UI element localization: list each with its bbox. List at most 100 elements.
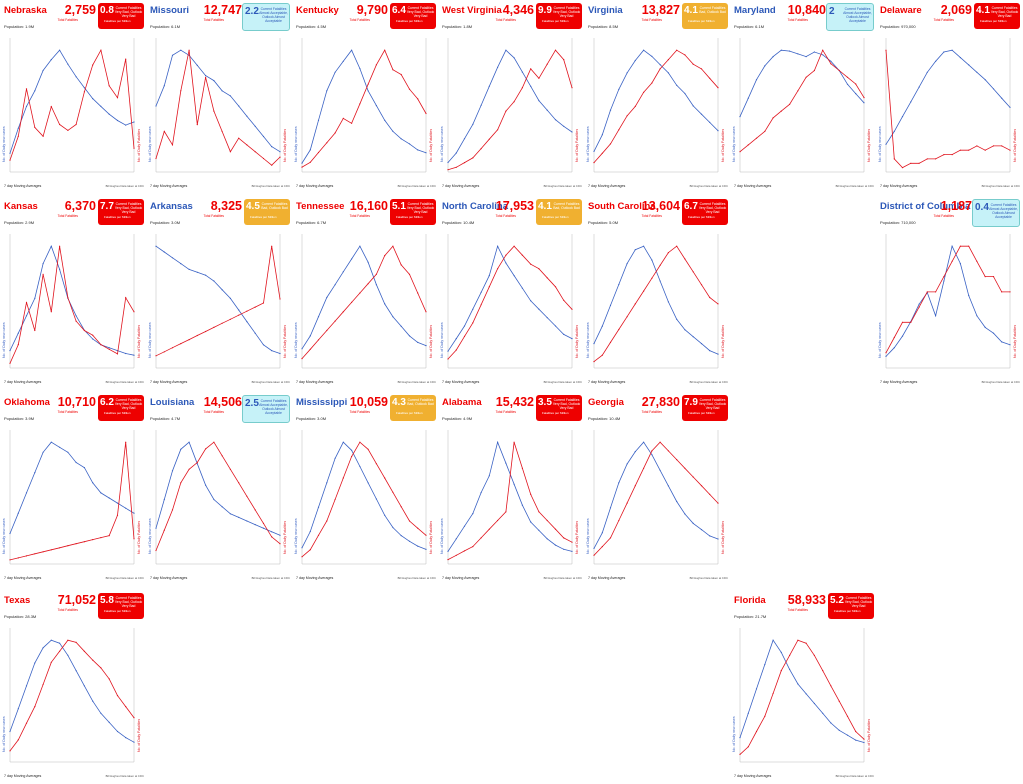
deaths-point: [789, 103, 791, 105]
cases-point: [505, 49, 507, 51]
deaths-point: [901, 167, 904, 169]
footer-source: Bill Hughes Data taken at CDC: [397, 184, 436, 188]
deaths-point: [709, 77, 711, 79]
deaths-point: [75, 543, 77, 545]
deaths-point: [425, 112, 427, 115]
total-fatalities-label: Total Fatalities: [57, 214, 78, 218]
footer-moving-average: 7 day Moving Averages: [588, 380, 626, 384]
deaths-point: [25, 555, 28, 557]
cases-point: [846, 83, 849, 85]
cases-point: [116, 119, 119, 122]
cases-point: [546, 538, 548, 540]
cases-point: [739, 116, 741, 118]
cases-point: [334, 457, 336, 459]
total-deaths: 12,747: [203, 3, 242, 17]
deaths-point: [521, 87, 523, 89]
total-deaths: 13,604: [641, 199, 680, 213]
total-deaths: 6,370: [64, 199, 96, 213]
deaths-point: [855, 730, 857, 733]
cases-point: [246, 115, 248, 117]
total-fatalities-label: Total Fatalities: [57, 410, 78, 414]
y-left-label: No. of Daily new cases: [2, 716, 6, 752]
deaths-point: [659, 441, 661, 443]
deaths-point: [351, 455, 353, 458]
deaths-point: [968, 149, 970, 151]
deaths-point: [9, 750, 11, 752]
deaths-point: [926, 158, 928, 160]
cases-point: [384, 119, 386, 121]
cases-point: [417, 149, 419, 151]
cases-point: [125, 507, 127, 509]
cases-point: [9, 152, 11, 154]
state-chart: No. of Daily new cases No. of Daily Fatal…: [586, 38, 725, 173]
state-panel: Texas 71,052 Total Fatalities 5.8 Current Fa…: [2, 593, 146, 782]
deaths-point: [910, 162, 912, 164]
cases-point: [901, 116, 904, 118]
total-fatalities-label: Total Fatalities: [787, 18, 808, 22]
deaths-point: [317, 339, 320, 341]
cases-point: [643, 49, 645, 51]
cases-point: [618, 283, 620, 286]
deaths-point: [59, 123, 61, 126]
deaths-line: [301, 441, 427, 558]
footer-source: Bill Hughes Data taken at CDC: [689, 576, 728, 580]
deaths-point: [789, 654, 791, 656]
population-label: Population: 28.3M: [4, 614, 37, 619]
cases-point: [472, 513, 474, 515]
state-chart: No. of Daily new cases No. of Daily Fatal…: [2, 430, 141, 565]
cases-point: [455, 152, 457, 154]
footer-source: Bill Hughes Data taken at CDC: [835, 184, 874, 188]
cases-point: [238, 516, 240, 518]
cases-point: [626, 72, 628, 74]
population-label: Population: 710,000: [880, 220, 916, 225]
footer-source: Bill Hughes Data taken at CDC: [981, 380, 1020, 384]
deaths-point: [75, 641, 77, 643]
total-fatalities-label: Total Fatalities: [495, 410, 516, 414]
deaths-point: [180, 482, 182, 484]
cases-point: [626, 463, 628, 465]
footer-source: Bill Hughes Data taken at CDC: [835, 774, 874, 778]
cases-point: [17, 332, 19, 334]
cases-point: [676, 500, 678, 503]
cases-point: [651, 55, 653, 57]
deaths-point: [180, 90, 182, 92]
state-panel: Kentucky 9,790 Total Fatalities 6.4 Current …: [294, 3, 438, 192]
deaths-point: [133, 311, 135, 313]
fatality-rate: 4.1: [976, 5, 990, 16]
deaths-point: [254, 306, 256, 308]
footer-source: Bill Hughes Data taken at CDC: [543, 184, 582, 188]
cases-point: [643, 441, 645, 443]
deaths-point: [684, 54, 686, 56]
cases-point: [59, 642, 61, 644]
cases-point: [221, 90, 223, 92]
cases-line: [155, 245, 281, 354]
deaths-point: [684, 467, 686, 469]
deaths-point: [538, 268, 540, 270]
deaths-point: [472, 546, 474, 548]
cases-point: [59, 268, 61, 270]
cases-point: [700, 113, 703, 115]
cases-point: [326, 482, 328, 484]
state-panel: Louisiana 14,506 Total Fatalities 2.5 Curren…: [148, 395, 292, 584]
cases-point: [42, 263, 44, 265]
fatality-rate: 6.7: [684, 201, 698, 212]
deaths-point: [334, 132, 336, 134]
footer-moving-average: 7 day Moving Averages: [4, 576, 42, 580]
badge-sub-text: Fatalities per Million: [542, 19, 569, 23]
cases-point: [505, 262, 507, 264]
fatality-rate: 7.9: [684, 397, 698, 408]
cases-point: [505, 462, 507, 464]
badge-status-text: Current Fatalities Bad, Outlook Bad: [261, 202, 288, 210]
cases-point: [34, 662, 36, 664]
badge-sub-text: Fatalities per Million: [104, 411, 131, 415]
footer-moving-average: 7 day Moving Averages: [442, 184, 480, 188]
deaths-point: [609, 537, 612, 539]
state-title: Mississippi: [296, 397, 348, 408]
deaths-point: [221, 130, 223, 132]
cases-point: [133, 354, 135, 356]
deaths-line: [593, 441, 719, 556]
cases-point: [838, 729, 840, 731]
cases-point: [772, 639, 774, 641]
cases-point: [1001, 341, 1003, 343]
cases-point: [34, 472, 36, 474]
